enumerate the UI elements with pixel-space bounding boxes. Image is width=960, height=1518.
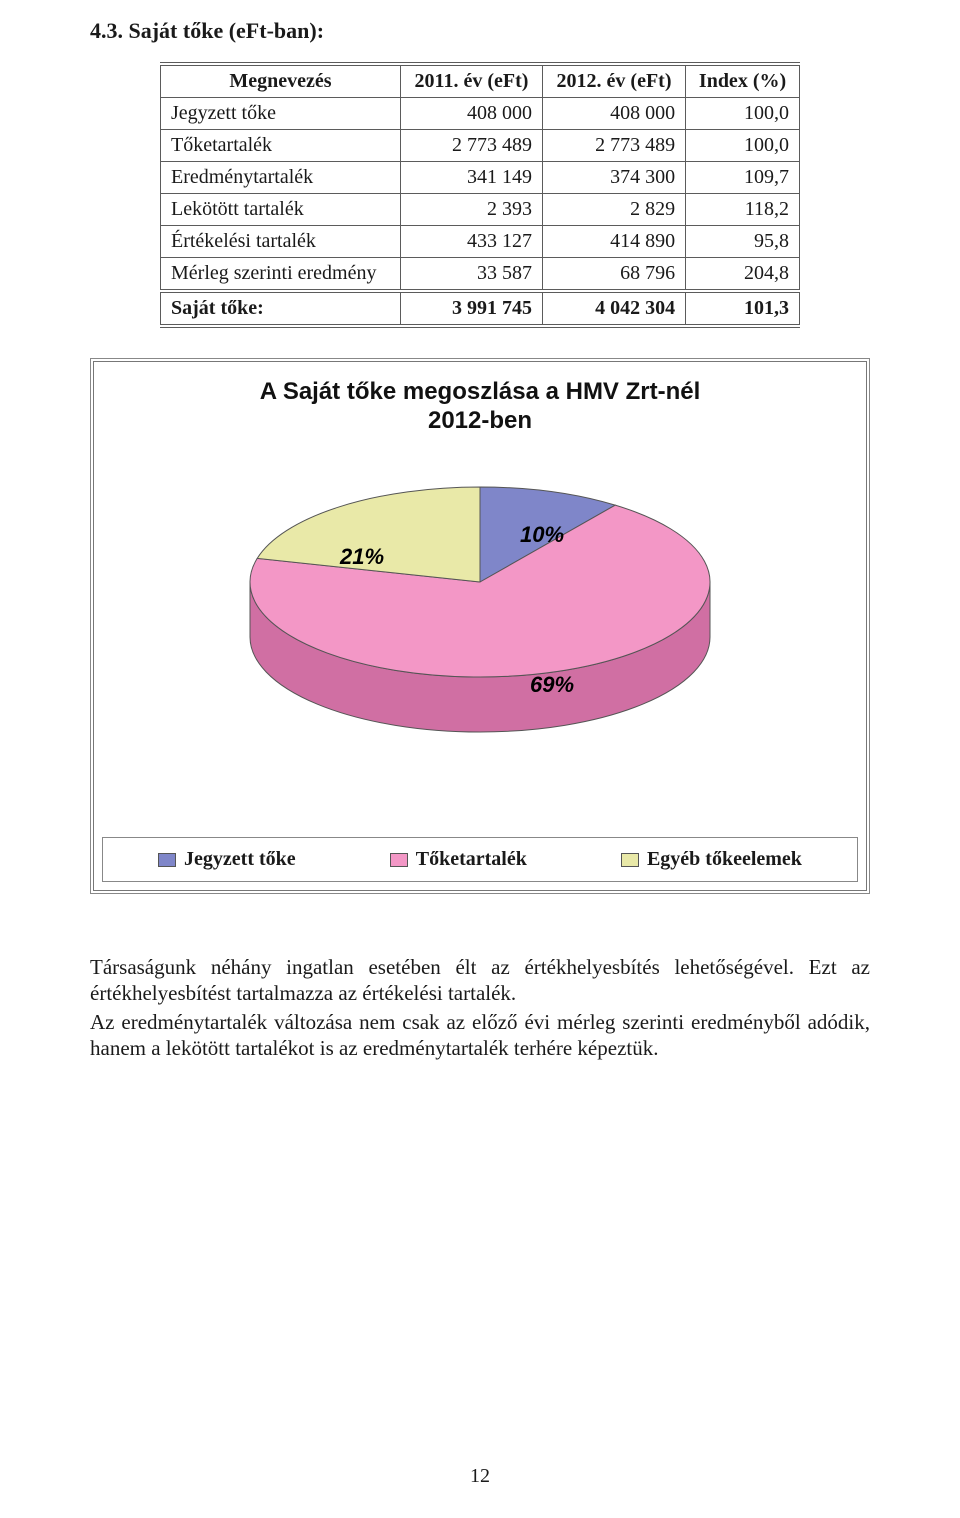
row-label: Tőketartalék <box>161 130 401 162</box>
cell: 414 890 <box>542 226 685 258</box>
cell: 2 773 489 <box>401 130 543 162</box>
cell: 100,0 <box>686 98 800 130</box>
pct-label-1: 69% <box>530 672 574 698</box>
cell: 2 829 <box>542 194 685 226</box>
chart-legend: Jegyzett tőke Tőketartalék Egyéb tőkeele… <box>102 837 858 882</box>
table-row: Eredménytartalék341 149374 300109,7 <box>161 162 800 194</box>
cell: 204,8 <box>686 258 800 292</box>
chart-title-l1: A Saját tőke megoszlása a HMV Zrt-nél <box>260 378 701 405</box>
row-label: Mérleg szerinti eredmény <box>161 258 401 292</box>
table-row: Lekötött tartalék2 3932 829118,2 <box>161 194 800 226</box>
table-row: Mérleg szerinti eredmény33 58768 796204,… <box>161 258 800 292</box>
cell: 341 149 <box>401 162 543 194</box>
legend-swatch-0 <box>158 853 176 867</box>
equity-table: Megnevezés 2011. év (eFt) 2012. év (eFt)… <box>160 62 800 328</box>
pie-svg <box>200 452 760 772</box>
legend-label: Egyéb tőkeelemek <box>647 848 802 871</box>
equity-table-body: Jegyzett tőke408 000408 000100,0 Tőketar… <box>161 98 800 327</box>
row-label: Saját tőke: <box>161 291 401 326</box>
section-title: 4.3. Saját tőke (eFt-ban): <box>90 18 870 44</box>
legend-swatch-1 <box>390 853 408 867</box>
table-row: Jegyzett tőke408 000408 000100,0 <box>161 98 800 130</box>
pct-label-2: 21% <box>340 544 384 570</box>
cell: 2 773 489 <box>542 130 685 162</box>
cell: 101,3 <box>686 291 800 326</box>
chart-inner: A Saját tőke megoszlása a HMV Zrt-nél 20… <box>93 361 867 891</box>
chart-title: A Saját tőke megoszlása a HMV Zrt-nél 20… <box>94 362 866 436</box>
row-label: Eredménytartalék <box>161 162 401 194</box>
table-total-row: Saját tőke:3 991 7454 042 304101,3 <box>161 291 800 326</box>
cell: 408 000 <box>401 98 543 130</box>
cell: 374 300 <box>542 162 685 194</box>
cell: 109,7 <box>686 162 800 194</box>
legend-label: Jegyzett tőke <box>184 848 296 871</box>
cell: 95,8 <box>686 226 800 258</box>
paragraph-1: Társaságunk néhány ingatlan esetében élt… <box>90 954 870 1007</box>
cell: 433 127 <box>401 226 543 258</box>
col-name: Megnevezés <box>161 64 401 98</box>
paragraph-2: Az eredménytartalék változása nem csak a… <box>90 1009 870 1062</box>
col-index: Index (%) <box>686 64 800 98</box>
legend-item: Tőketartalék <box>390 848 527 871</box>
cell: 408 000 <box>542 98 685 130</box>
cell: 2 393 <box>401 194 543 226</box>
body-text: Társaságunk néhány ingatlan esetében élt… <box>90 954 870 1061</box>
row-label: Lekötött tartalék <box>161 194 401 226</box>
legend-item: Jegyzett tőke <box>158 848 296 871</box>
cell: 68 796 <box>542 258 685 292</box>
col-2012: 2012. év (eFt) <box>542 64 685 98</box>
cell: 3 991 745 <box>401 291 543 326</box>
cell: 100,0 <box>686 130 800 162</box>
legend-swatch-2 <box>621 853 639 867</box>
page-number: 12 <box>0 1465 960 1488</box>
table-row: Tőketartalék2 773 4892 773 489100,0 <box>161 130 800 162</box>
row-label: Értékelési tartalék <box>161 226 401 258</box>
row-label: Jegyzett tőke <box>161 98 401 130</box>
table-row: Értékelési tartalék433 127414 89095,8 <box>161 226 800 258</box>
col-2011: 2011. év (eFt) <box>401 64 543 98</box>
pie-chart: 10% 69% 21% <box>200 452 760 777</box>
cell: 4 042 304 <box>542 291 685 326</box>
legend-label: Tőketartalék <box>416 848 527 871</box>
cell: 33 587 <box>401 258 543 292</box>
legend-item: Egyéb tőkeelemek <box>621 848 802 871</box>
chart-title-l2: 2012-ben <box>428 407 532 434</box>
chart-frame: A Saját tőke megoszlása a HMV Zrt-nél 20… <box>90 358 870 894</box>
cell: 118,2 <box>686 194 800 226</box>
pct-label-0: 10% <box>520 522 564 548</box>
